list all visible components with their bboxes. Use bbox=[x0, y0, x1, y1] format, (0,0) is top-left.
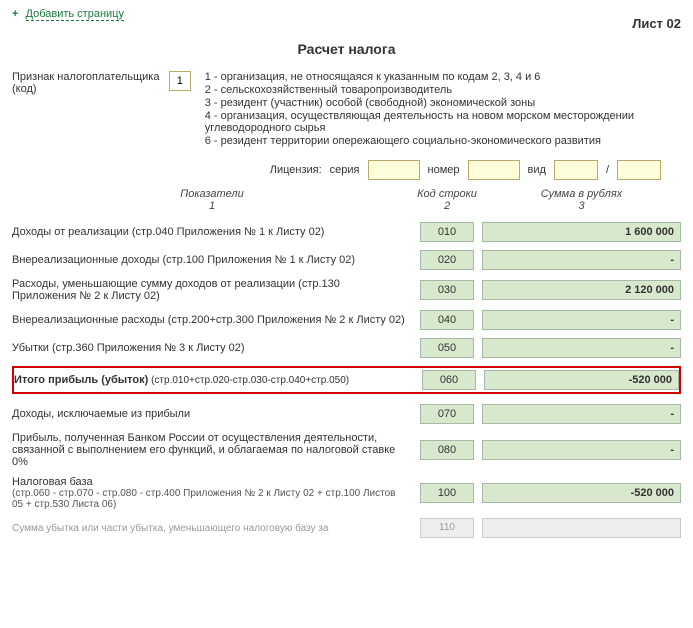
table-row: Доходы, исключаемые из прибыли 070- bbox=[12, 404, 681, 424]
row-code: 020 bbox=[420, 250, 474, 270]
taxpayer-attr-label: Признак налогоплательщика (код) bbox=[12, 71, 163, 95]
license-label: Лицензия: bbox=[270, 164, 322, 176]
row-sum[interactable]: 1 600 000 bbox=[482, 222, 681, 242]
row-label: Доходы, исключаемые из прибыли bbox=[12, 408, 412, 420]
legend-item: 4 - организация, осуществляющая деятельн… bbox=[205, 110, 681, 134]
row-code: 100 bbox=[420, 483, 474, 503]
table-row: Внереализационные расходы (стр.200+стр.3… bbox=[12, 310, 681, 330]
table-row: Внереализационные доходы (стр.100 Прилож… bbox=[12, 250, 681, 270]
table-row: Доходы от реализации (стр.040 Приложения… bbox=[12, 222, 681, 242]
table-row: Итого прибыль (убыток) (стр.010+стр.020-… bbox=[12, 366, 681, 394]
legend-item: 6 - резидент территории опережающего соц… bbox=[205, 135, 681, 147]
plus-icon: + bbox=[12, 8, 18, 20]
page-title: Расчет налога bbox=[12, 41, 681, 57]
table-row: Прибыль, полученная Банком России от осу… bbox=[12, 432, 681, 468]
row-label: Налоговая база(стр.060 - стр.070 - стр.0… bbox=[12, 476, 412, 510]
table-row: Налоговая база(стр.060 - стр.070 - стр.0… bbox=[12, 476, 681, 510]
license-series-input[interactable] bbox=[368, 160, 420, 180]
add-page-link[interactable]: Добавить страницу bbox=[26, 8, 124, 21]
table-row: Убытки (стр.360 Приложения № 3 к Листу 0… bbox=[12, 338, 681, 358]
row-sum[interactable]: -520 000 bbox=[484, 370, 679, 390]
legend-item: 3 - резидент (участник) особой (свободно… bbox=[205, 97, 681, 109]
license-type-input[interactable] bbox=[554, 160, 598, 180]
row-code: 060 bbox=[422, 370, 476, 390]
row-label: Доходы от реализации (стр.040 Приложения… bbox=[12, 226, 412, 238]
code-legend: 1 - организация, не относящаяся к указан… bbox=[205, 71, 681, 148]
header-code: Код строки2 bbox=[412, 188, 482, 212]
row-label: Убытки (стр.360 Приложения № 3 к Листу 0… bbox=[12, 342, 412, 354]
license-type-label: вид bbox=[528, 164, 546, 176]
row-label: Итого прибыль (убыток) (стр.010+стр.020-… bbox=[14, 374, 414, 386]
row-sum[interactable]: - bbox=[482, 440, 681, 460]
taxpayer-code-input[interactable] bbox=[169, 71, 191, 91]
row-code: 050 bbox=[420, 338, 474, 358]
faded-row: Сумма убытка или части убытка, уменьшающ… bbox=[12, 518, 681, 538]
row-sum[interactable]: - bbox=[482, 250, 681, 270]
row-sum[interactable]: - bbox=[482, 338, 681, 358]
license-slash: / bbox=[606, 164, 609, 176]
row-label: Прибыль, полученная Банком России от осу… bbox=[12, 432, 412, 468]
row-label: Внереализационные расходы (стр.200+стр.3… bbox=[12, 314, 412, 326]
row-sum[interactable]: 2 120 000 bbox=[482, 280, 681, 300]
legend-item: 2 - сельскохозяйственный товаропроизводи… bbox=[205, 84, 681, 96]
header-sum: Сумма в рублях3 bbox=[482, 188, 681, 212]
row-sum[interactable]: -520 000 bbox=[482, 483, 681, 503]
row-code: 070 bbox=[420, 404, 474, 424]
row-code: 080 bbox=[420, 440, 474, 460]
row-code: 010 bbox=[420, 222, 474, 242]
license-type2-input[interactable] bbox=[617, 160, 661, 180]
license-number-input[interactable] bbox=[468, 160, 520, 180]
row-label: Расходы, уменьшающие сумму доходов от ре… bbox=[12, 278, 412, 302]
legend-item: 1 - организация, не относящаяся к указан… bbox=[205, 71, 681, 83]
row-sum[interactable]: - bbox=[482, 310, 681, 330]
header-indicators: Показатели1 bbox=[12, 188, 412, 212]
row-code: 040 bbox=[420, 310, 474, 330]
row-sum[interactable]: - bbox=[482, 404, 681, 424]
license-series-label: серия bbox=[330, 164, 360, 176]
license-number-label: номер bbox=[428, 164, 460, 176]
table-row: Расходы, уменьшающие сумму доходов от ре… bbox=[12, 278, 681, 302]
row-label: Внереализационные доходы (стр.100 Прилож… bbox=[12, 254, 412, 266]
row-code: 030 bbox=[420, 280, 474, 300]
